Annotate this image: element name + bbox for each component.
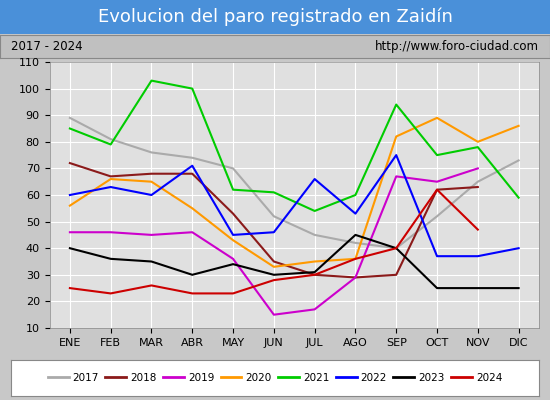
Text: 2017 - 2024: 2017 - 2024 [11, 40, 82, 53]
Text: Evolucion del paro registrado en Zaidín: Evolucion del paro registrado en Zaidín [97, 8, 453, 26]
Text: http://www.foro-ciudad.com: http://www.foro-ciudad.com [375, 40, 539, 53]
Legend: 2017, 2018, 2019, 2020, 2021, 2022, 2023, 2024: 2017, 2018, 2019, 2020, 2021, 2022, 2023… [43, 369, 507, 387]
